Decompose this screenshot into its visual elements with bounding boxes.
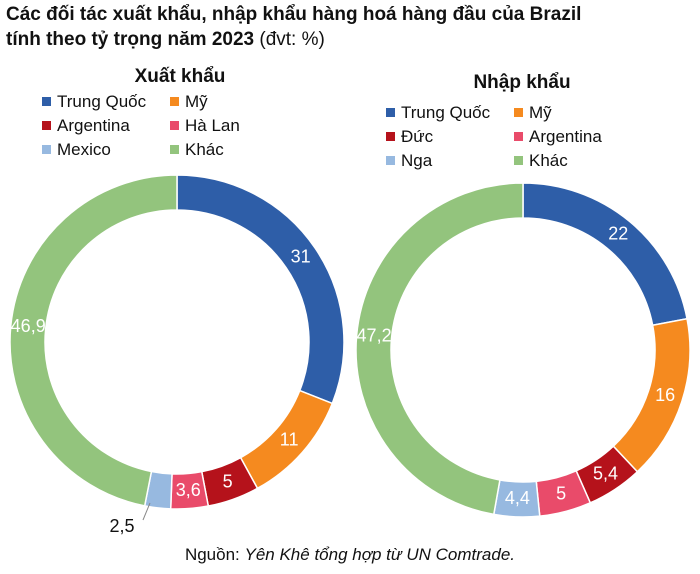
import-legend-swatch [386, 156, 395, 165]
import-value-label-khac: 47,2 [357, 326, 392, 346]
export-legend-label: Hà Lan [185, 116, 240, 135]
export-slice-khac [9, 174, 178, 507]
export-value-label-khac: 46,9 [11, 316, 46, 336]
chart-title: Các đối tác xuất khẩu, nhập khẩu hàng ho… [6, 2, 696, 52]
import-value-label-argentina: 5 [556, 483, 566, 503]
export-legend-swatch [42, 145, 51, 154]
export-chart-title: Xuất khẩu [134, 66, 226, 87]
source-note: Nguồn: Yên Khê tổng hợp từ UN Comtrade. [0, 545, 700, 565]
export-legend-label: Khác [185, 140, 224, 159]
import-legend-label: Mỹ [529, 103, 552, 122]
import-slice-khac [355, 182, 524, 516]
chart-title-period: tính theo tỷ trọng năm 2023 [6, 29, 255, 50]
export-legend-swatch [170, 97, 179, 106]
import-value-label-duc: 5,4 [593, 463, 618, 483]
export-legend-swatch [170, 145, 179, 154]
export-value-label-my: 11 [280, 430, 299, 450]
import-legend-item-duc: Đức [386, 127, 433, 147]
import-legend-label: Trung Quốc [401, 103, 491, 122]
import-legend-swatch [514, 132, 523, 141]
source-prefix: Nguồn: [184, 545, 245, 564]
source-text: Yên Khê tổng hợp từ UN Comtrade. [244, 545, 516, 564]
import-legend-item-trung-quoc: Trung Quốc [386, 103, 490, 123]
export-legend-item-mexico: Mexico [42, 140, 111, 160]
import-value-label-trung-quoc: 22 [608, 224, 628, 244]
import-legend-item-khac: Khác [514, 151, 568, 171]
export-legend-label: Mỹ [185, 92, 208, 111]
import-legend-label: Đức [401, 127, 434, 146]
export-legend-item-argentina: Argentina [42, 116, 130, 136]
import-legend-label: Khác [529, 151, 568, 170]
export-legend-label: Trung Quốc [57, 92, 147, 111]
import-legend-label: Argentina [529, 127, 602, 146]
export-legend-swatch [42, 121, 51, 130]
import-legend-swatch [514, 156, 523, 165]
import-value-label-nga: 4,4 [505, 488, 530, 508]
import-donut-chart: 22 16 5,4 5 4,4 47,2 [355, 182, 691, 518]
export-leader-line [142, 502, 151, 521]
import-legend-swatch [386, 108, 395, 117]
import-chart-title: Nhập khẩu [473, 72, 571, 93]
export-legend-item-my: Mỹ [170, 92, 208, 112]
export-legend-label: Mexico [57, 140, 111, 159]
export-legend-swatch [170, 121, 179, 130]
import-slice-my [612, 317, 691, 473]
export-value-label-argentina: 5 [223, 471, 233, 491]
export-legend-label: Argentina [57, 116, 130, 135]
export-legend-item-ha-lan: Hà Lan [170, 116, 240, 136]
import-legend-item-my: Mỹ [514, 103, 552, 123]
import-legend-item-argentina: Argentina [514, 127, 602, 147]
export-legend-item-trung-quoc: Trung Quốc [42, 92, 146, 112]
import-legend-swatch [514, 108, 523, 117]
export-legend-swatch [42, 97, 51, 106]
import-legend-item-nga: Nga [386, 151, 432, 171]
export-value-label-trung-quoc: 31 [291, 247, 311, 267]
chart-title-unit: (đvt: %) [254, 29, 325, 50]
import-legend-label: Nga [401, 151, 433, 170]
export-legend-item-khac: Khác [170, 140, 224, 160]
import-value-label-my: 16 [655, 385, 675, 405]
export-value-label-mexico: 2,5 [109, 516, 134, 536]
import-slice-trung-quoc [522, 182, 688, 327]
export-value-label-ha-lan: 3,6 [176, 480, 201, 500]
chart-title-line2: tính theo tỷ trọng năm 2023 (đvt: %) [6, 27, 696, 52]
export-donut-chart: 31 11 5 3,6 2,5 46,9 [9, 174, 345, 536]
chart-title-line1: Các đối tác xuất khẩu, nhập khẩu hàng ho… [6, 4, 582, 25]
import-legend-swatch [386, 132, 395, 141]
